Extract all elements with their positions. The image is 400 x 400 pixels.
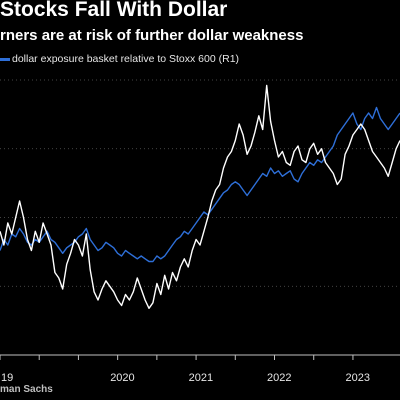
source-note: man Sachs: [0, 384, 53, 395]
x-tick-label: 2023: [345, 372, 369, 384]
chart-lines: [0, 84, 400, 309]
x-axis: 19 2020 2021 2022 2023: [0, 354, 400, 384]
legend: dollar exposure basket relative to Stoxx…: [0, 53, 239, 65]
legend-swatch: [0, 57, 10, 61]
x-tick-label: 2020: [110, 372, 134, 384]
series-line-white: [0, 84, 400, 309]
chart-grid: [0, 79, 400, 287]
chart-title: Stocks Fall With Dollar: [0, 0, 228, 21]
legend-label: dollar exposure basket relative to Stoxx…: [12, 53, 240, 65]
series-line-blue: [0, 106, 400, 263]
x-tick-label: 2022: [267, 372, 291, 384]
x-tick-label: 2021: [189, 372, 213, 384]
chart-subtitle: rners are at risk of further dollar weak…: [0, 27, 304, 44]
x-tick-label: 19: [1, 372, 13, 384]
